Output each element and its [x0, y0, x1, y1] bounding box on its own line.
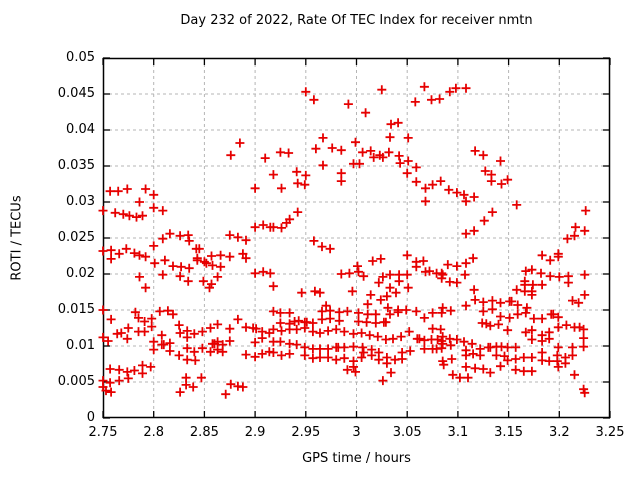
data-points: [98, 82, 591, 399]
x-tick-label: 3.2: [548, 425, 570, 440]
y-tick-label: 0.025: [57, 230, 95, 245]
x-tick-label: 2.95: [291, 425, 321, 440]
x-tick-label: 2.8: [143, 425, 165, 440]
y-tick-label: 0.05: [66, 50, 95, 65]
x-tick-label: 3: [352, 425, 361, 440]
y-tick-label: 0.035: [57, 158, 95, 173]
gridlines: [103, 58, 610, 418]
x-tick-labels: 2.75 2.8 2.85 2.9 2.95 3 3.05 3.1 3.15 3.2 3.25: [0, 425, 640, 445]
y-tick-label: 0.04: [66, 122, 95, 137]
y-tick-label: 0.045: [57, 86, 95, 101]
x-tick-label: 2.75: [88, 425, 118, 440]
y-tick-label: 0: [86, 410, 95, 425]
x-tick-label: 3.1: [447, 425, 469, 440]
y-tick-label: 0.01: [66, 338, 95, 353]
y-tick-label: 0.015: [57, 302, 95, 317]
x-axis-label: GPS time / hours: [302, 451, 411, 466]
y-tick-label: 0.02: [66, 266, 95, 281]
x-tick-label: 3.05: [392, 425, 422, 440]
x-tick-label: 3.15: [494, 425, 524, 440]
x-tick-label: 3.25: [595, 425, 625, 440]
chart-title: Day 232 of 2022, Rate Of TEC Index for r…: [180, 13, 533, 28]
y-tick-labels: 0 0.005 0.01 0.015 0.02 0.025 0.03 0.035 0.04 0.0…: [0, 0, 95, 480]
plot-svg: [98, 57, 611, 419]
y-tick-label: 0.005: [57, 374, 95, 389]
y-tick-label: 0.03: [66, 194, 95, 209]
x-tick-label: 2.9: [244, 425, 266, 440]
x-tick-label: 2.85: [189, 425, 219, 440]
plot-area: [98, 57, 611, 419]
axis-ticks: [102, 57, 611, 419]
